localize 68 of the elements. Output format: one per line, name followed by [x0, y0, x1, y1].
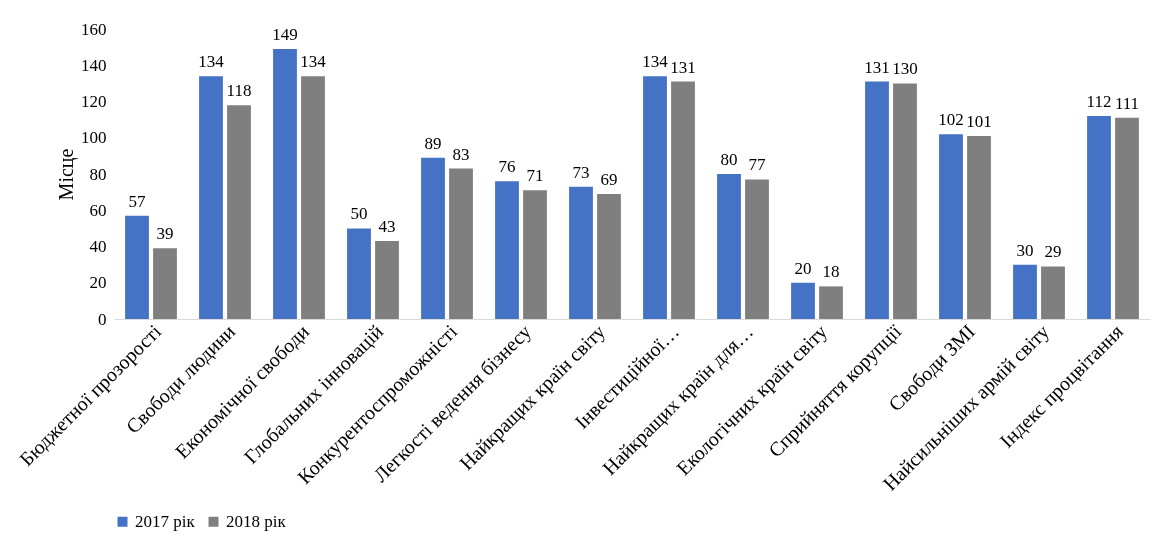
- bar: [449, 168, 473, 319]
- y-tick-label: 0: [98, 309, 107, 329]
- data-label: 30: [1016, 240, 1034, 260]
- data-label: 101: [966, 111, 992, 131]
- y-tick-label: 60: [89, 200, 107, 220]
- y-tick-label: 160: [81, 19, 107, 39]
- bar: [495, 181, 519, 319]
- data-label: 69: [600, 169, 618, 189]
- data-label: 131: [670, 57, 696, 77]
- bar: [939, 134, 963, 319]
- data-label: 71: [526, 166, 544, 186]
- data-label: 102: [938, 110, 964, 130]
- y-tick-label: 140: [81, 55, 107, 75]
- data-label: 112: [1086, 92, 1112, 111]
- bar: [671, 81, 695, 319]
- bar: [301, 76, 325, 319]
- data-label: 89: [424, 133, 442, 153]
- bar: [1115, 117, 1139, 319]
- bar: [273, 48, 297, 319]
- bar: [865, 81, 889, 319]
- data-label: 43: [378, 217, 396, 237]
- y-tick-label: 80: [89, 164, 107, 184]
- bar: [569, 186, 593, 319]
- data-label: 20: [794, 258, 812, 278]
- data-label: 77: [748, 155, 766, 175]
- data-label: 80: [720, 150, 738, 169]
- bar: [819, 286, 843, 319]
- bar: [1013, 264, 1037, 319]
- bar: [893, 83, 917, 319]
- data-label: 134: [300, 52, 327, 72]
- data-label: 134: [642, 52, 669, 72]
- y-tick-label: 20: [89, 273, 107, 293]
- bar: [597, 193, 621, 319]
- data-label: 118: [226, 81, 252, 101]
- data-label: 18: [822, 262, 840, 282]
- data-label: 50: [350, 204, 368, 224]
- bar: [421, 157, 445, 319]
- bar: [125, 215, 149, 319]
- data-label: 39: [156, 224, 174, 244]
- bar: [745, 179, 769, 319]
- bar: [227, 105, 251, 319]
- bar: [643, 76, 667, 319]
- bar: [967, 135, 991, 319]
- bar: [523, 190, 547, 319]
- bar: [347, 228, 371, 319]
- y-tick-label: 100: [81, 128, 107, 148]
- y-tick-label: 40: [89, 237, 107, 256]
- data-label: 29: [1044, 242, 1062, 262]
- bar: [1041, 266, 1065, 319]
- bar: [1087, 116, 1111, 319]
- bar: [791, 282, 815, 319]
- data-label: 73: [572, 162, 590, 182]
- legend-label: 2018 рік: [226, 511, 287, 531]
- bar: [375, 241, 399, 319]
- y-axis-title: Місце: [55, 148, 78, 201]
- bar: [153, 248, 177, 319]
- bar: [199, 76, 223, 319]
- y-tick-label: 120: [81, 92, 107, 111]
- data-label: 76: [498, 157, 516, 177]
- data-label: 57: [128, 191, 146, 211]
- legend-label: 2017 рік: [135, 511, 196, 531]
- data-label: 131: [864, 57, 890, 77]
- data-label: 83: [452, 144, 470, 164]
- data-label: 130: [892, 59, 918, 79]
- data-label: 111: [1114, 93, 1140, 113]
- data-label: 149: [272, 24, 298, 44]
- data-label: 134: [198, 52, 225, 72]
- bar: [717, 174, 741, 319]
